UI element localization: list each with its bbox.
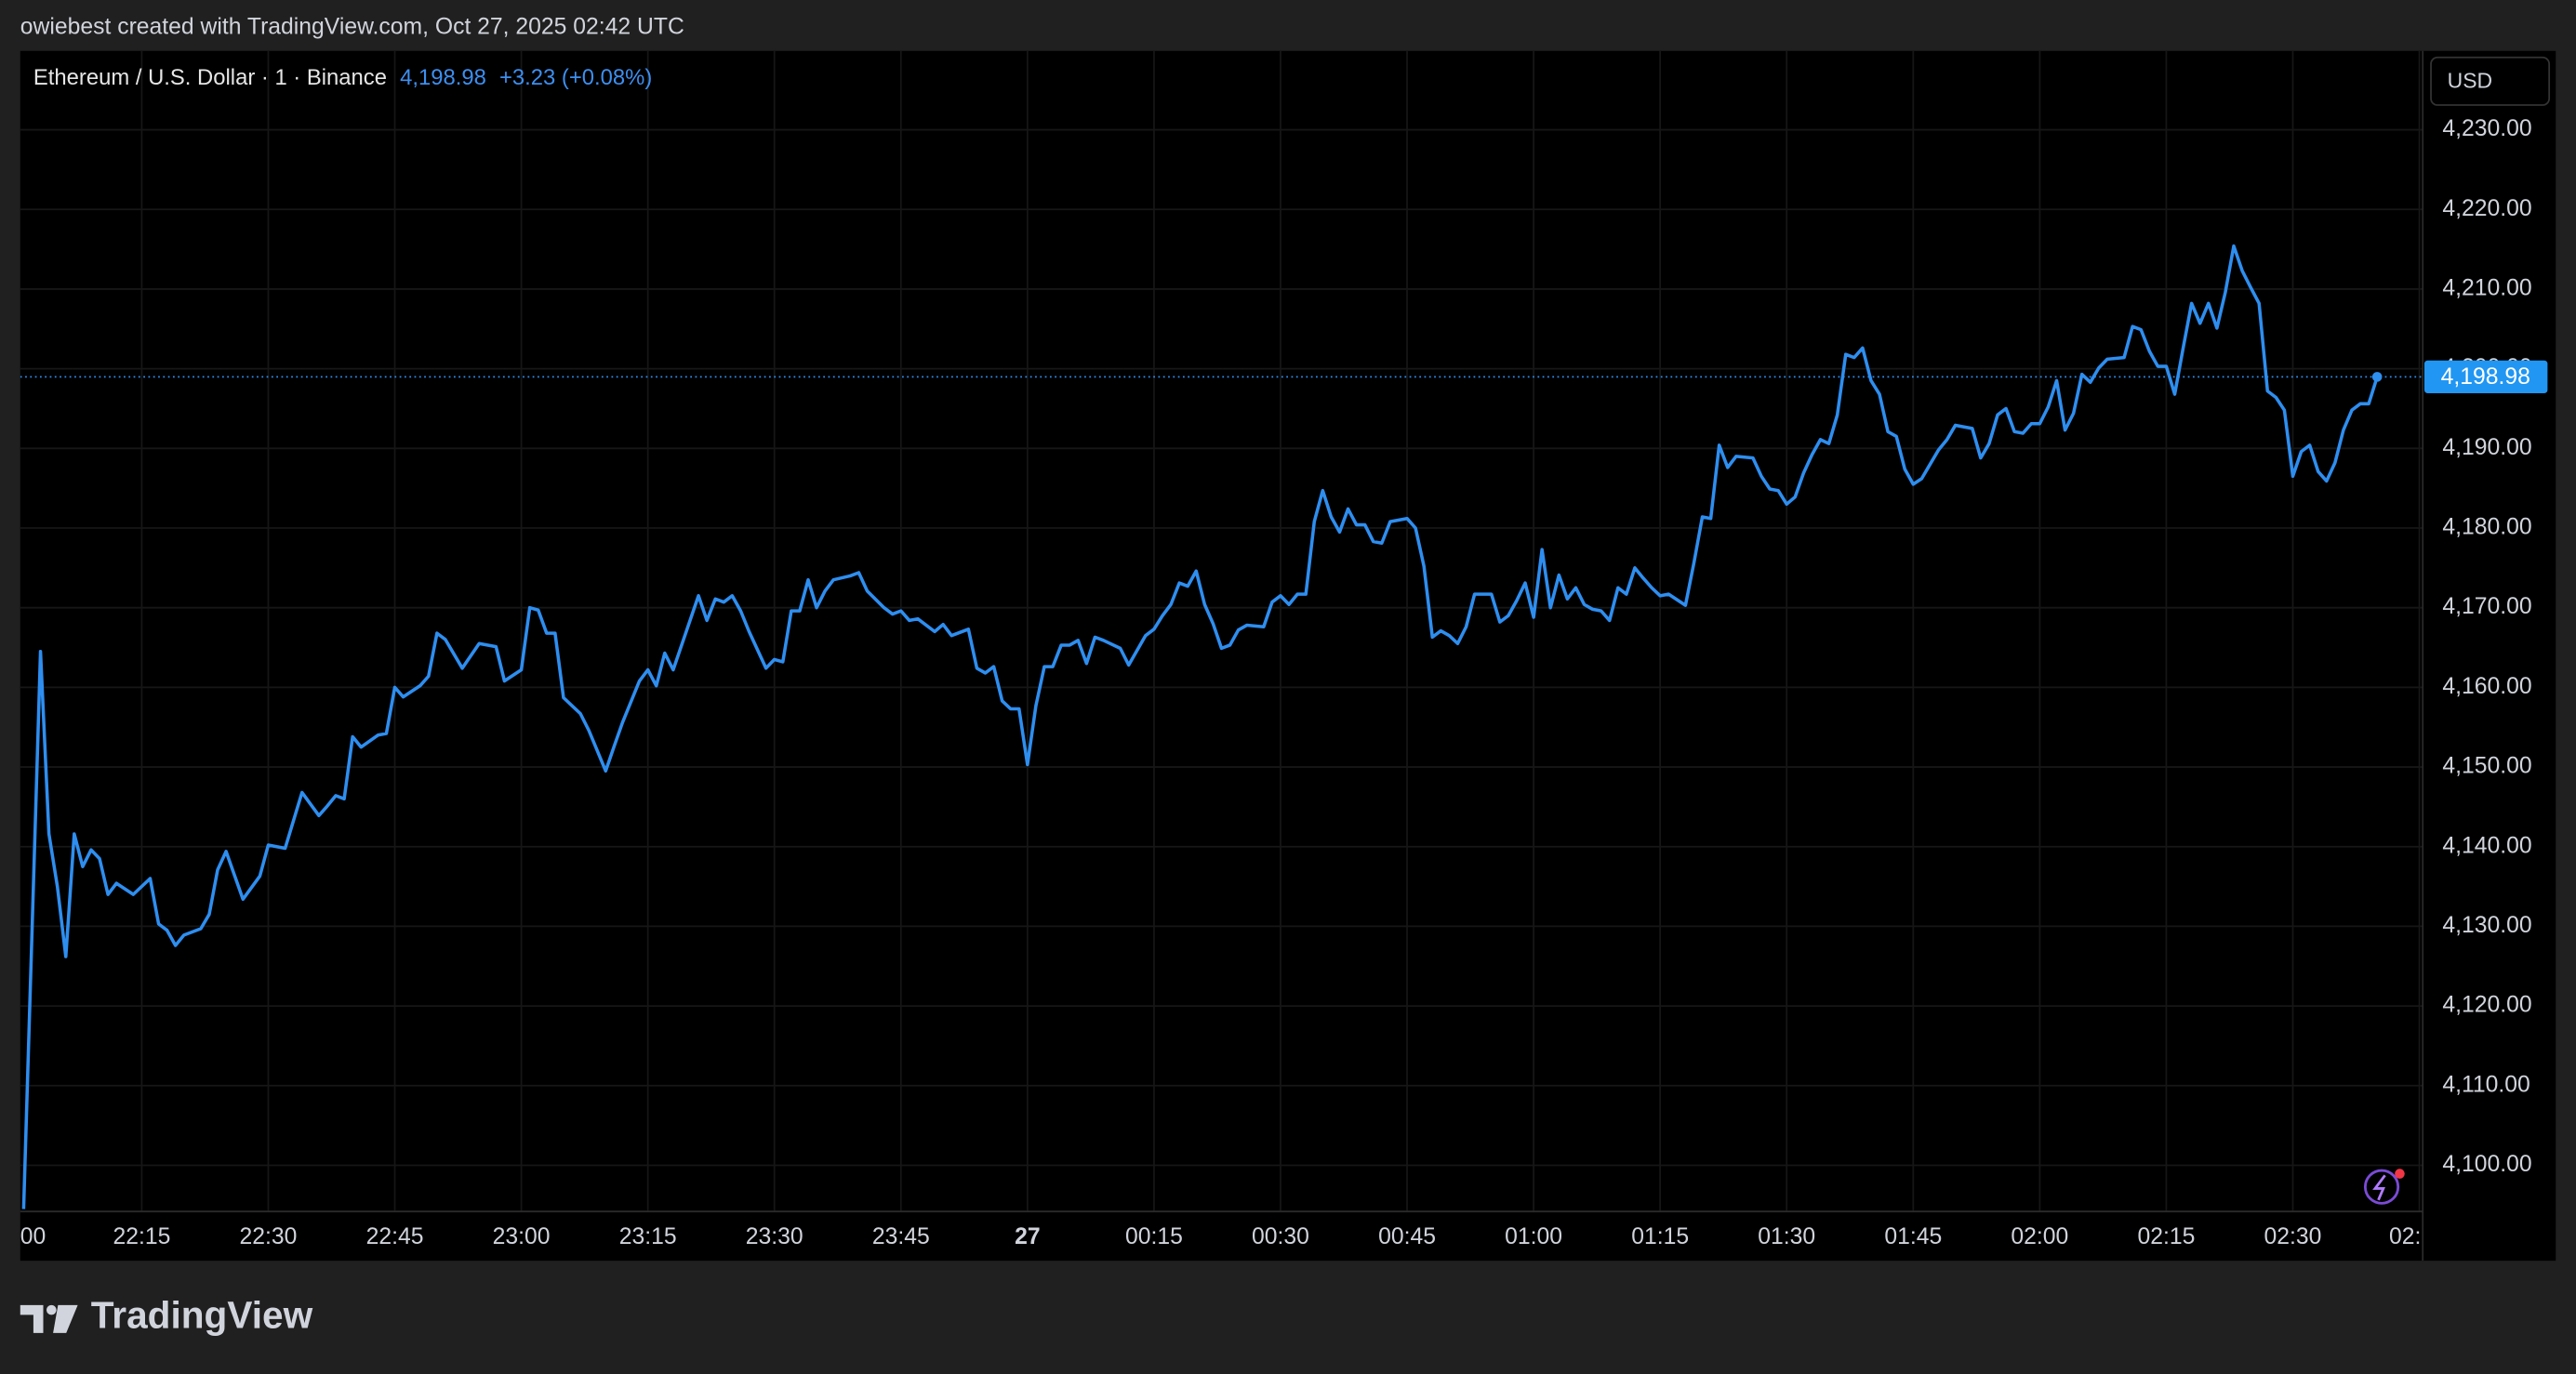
x-tick-label: 00 xyxy=(20,1224,46,1249)
currency-button[interactable] xyxy=(2430,56,2551,106)
x-tick-label: 23:30 xyxy=(746,1224,803,1249)
x-tick-label: 02: xyxy=(2389,1224,2421,1249)
x-tick-label: 00:15 xyxy=(1125,1224,1183,1249)
y-tick-label: 4,190.00 xyxy=(2442,435,2531,460)
x-tick-label: 23:45 xyxy=(872,1224,930,1249)
x-tick-label: 00:45 xyxy=(1378,1224,1436,1249)
ai-icon-bolt[interactable] xyxy=(2372,1174,2386,1201)
x-tick-label: 01:45 xyxy=(1884,1224,1942,1249)
y-tick-label: 4,130.00 xyxy=(2442,913,2531,938)
price-change: +3.23 (+0.08%) xyxy=(499,65,652,90)
y-tick-label: 4,150.00 xyxy=(2442,754,2531,779)
x-tick-label: 01:15 xyxy=(1631,1224,1689,1249)
ai-icon-dot[interactable] xyxy=(2395,1169,2405,1179)
plot xyxy=(20,244,2423,1209)
logo-part xyxy=(53,1304,78,1333)
last-price-badge-label: 4,198.98 xyxy=(2441,364,2530,390)
x-tick-label: 22:30 xyxy=(240,1224,298,1249)
x-tick-label: 01:30 xyxy=(1758,1224,1815,1249)
x-tick-label: 01:00 xyxy=(1505,1224,1562,1249)
ai-icon[interactable] xyxy=(2363,1169,2405,1205)
x-tick-label: 02:30 xyxy=(2264,1224,2322,1249)
grid xyxy=(20,50,2423,1212)
x-tick-label: 02:15 xyxy=(2138,1224,2196,1249)
y-tick-label: 4,230.00 xyxy=(2442,116,2531,141)
y-tick-label: 4,160.00 xyxy=(2442,674,2531,699)
x-tick-label: 02:00 xyxy=(2011,1224,2068,1249)
y-tick-label: 4,120.00 xyxy=(2442,993,2531,1018)
symbol-title: Ethereum / U.S. Dollar · 1 · Binance xyxy=(33,65,387,90)
last-point xyxy=(2371,372,2383,382)
currency-label[interactable]: USD xyxy=(2448,68,2492,92)
price-line xyxy=(21,244,2379,1209)
chart-frame xyxy=(20,50,2556,1262)
y-tick-label: 4,140.00 xyxy=(2442,833,2531,858)
y-tick-label: 4,210.00 xyxy=(2442,275,2531,300)
price-axis: 4,100.00 4,110.00 4,120.00 4,130.00 4,140.00… xyxy=(2423,116,2548,1177)
x-tick-label: 22:15 xyxy=(113,1224,170,1249)
y-tick-label: 4,170.00 xyxy=(2442,594,2531,619)
brand-name: TradingView xyxy=(91,1294,313,1337)
x-tick-label: 23:15 xyxy=(619,1224,677,1249)
x-tick-label: 23:00 xyxy=(493,1224,551,1249)
last-price: 4,198.98 xyxy=(400,65,486,90)
time-axis: 00 22:15 22:30 22:45 23:00 23:15 23:30 23:45 27 0… xyxy=(20,1224,2422,1249)
brand-logo xyxy=(20,1304,78,1333)
y-tick-label: 4,220.00 xyxy=(2442,196,2531,221)
x-tick-label: 22:45 xyxy=(366,1224,424,1249)
logo-part xyxy=(20,1304,44,1333)
y-tick-label: 4,100.00 xyxy=(2442,1152,2531,1177)
y-tick-label: 4,110.00 xyxy=(2442,1072,2530,1097)
attribution: owiebest created with TradingView.com, O… xyxy=(20,15,684,40)
last-price-badge xyxy=(2423,360,2548,394)
x-tick-label: 00:30 xyxy=(1252,1224,1309,1249)
x-tick-label: 27 xyxy=(1015,1224,1041,1249)
ai-icon-ring[interactable] xyxy=(2363,1169,2400,1205)
logo-part xyxy=(46,1304,57,1315)
y-tick-label: 4,180.00 xyxy=(2442,515,2531,540)
